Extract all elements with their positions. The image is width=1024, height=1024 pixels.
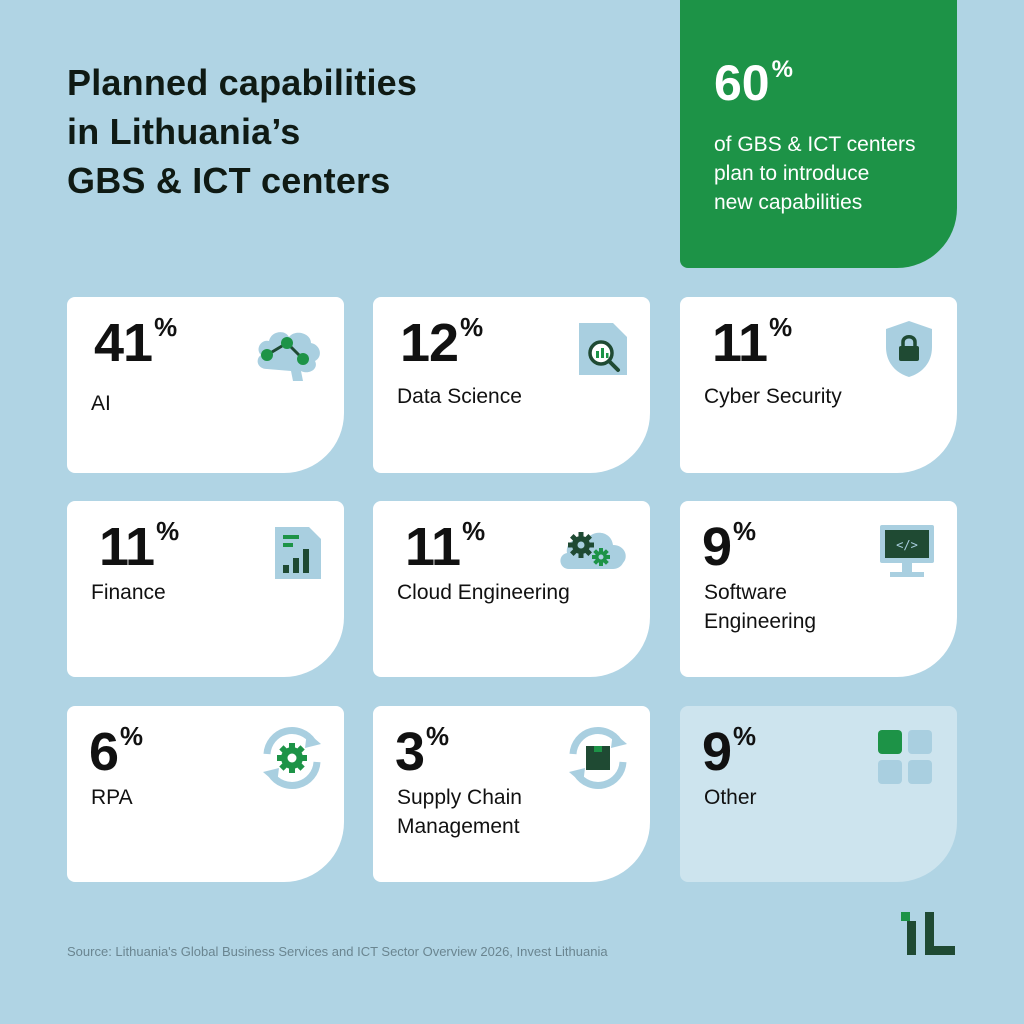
card-label-line: RPA [91, 786, 133, 809]
card-cloud-engineering: 11% Cloud Engineering [373, 501, 650, 677]
card-unit: % [460, 314, 483, 343]
card-percentage: 11% [405, 517, 485, 587]
page-title: Planned capabilities in Lithuania’s GBS … [67, 58, 497, 205]
box-cycle-icon [569, 727, 627, 789]
title-line-2: in Lithuania’s [67, 111, 301, 152]
card-unit: % [462, 518, 485, 547]
title-line-1: Planned capabilities [67, 62, 418, 103]
card-value: 9 [702, 722, 732, 782]
card-label: Supply Chain Management [397, 783, 522, 841]
card-cyber-security: 11% Cyber Security [680, 297, 957, 473]
card-percentage: 3% [395, 722, 449, 792]
card-label-line: Software [704, 581, 787, 604]
card-label-line: AI [91, 392, 111, 415]
card-label: RPA [91, 783, 133, 812]
cloud-gears-icon [560, 532, 626, 569]
document-magnifier-icon [579, 323, 627, 375]
card-label-line: Management [397, 815, 520, 838]
card-unit: % [769, 314, 792, 343]
card-ai: 41% AI [67, 297, 344, 473]
card-value: 11 [99, 517, 155, 577]
hero-text-line-1: of GBS & ICT centers [714, 133, 916, 156]
card-percentage: 41% [94, 313, 177, 383]
card-label: Finance [91, 578, 166, 607]
card-value: 11 [712, 313, 768, 373]
card-percentage: 6% [89, 722, 143, 792]
title-line-3: GBS & ICT centers [67, 160, 391, 201]
card-unit: % [120, 723, 143, 752]
report-chart-icon [275, 527, 321, 579]
hero-unit: % [771, 56, 793, 84]
hero-stat-panel: 60% of GBS & ICT centers plan to introdu… [680, 0, 957, 268]
card-value: 6 [89, 722, 119, 782]
card-rpa: 6% RPA [67, 706, 344, 882]
card-label-line: Cloud Engineering [397, 581, 570, 604]
invest-lithuania-logo-icon [901, 912, 955, 955]
card-label-line: Engineering [704, 610, 817, 633]
card-label-line: Supply Chain [397, 786, 522, 809]
card-value: 12 [400, 313, 459, 373]
card-percentage: 11% [712, 313, 792, 383]
hero-value: 60 [714, 55, 770, 111]
card-label: Cyber Security [704, 382, 842, 411]
card-supply-chain-management: 3% Supply Chain Management [373, 706, 650, 882]
card-label: Data Science [397, 382, 522, 411]
card-unit: % [426, 723, 449, 752]
hero-text-line-2: plan to introduce [714, 162, 870, 185]
card-percentage: 9% [702, 722, 756, 792]
card-unit: % [156, 518, 179, 547]
card-unit: % [733, 518, 756, 547]
card-value: 11 [405, 517, 461, 577]
card-percentage: 11% [99, 517, 179, 587]
hero-text-line-3: new capabilities [714, 191, 863, 214]
card-label: Software Engineering [704, 578, 816, 636]
grid-squares-icon [878, 730, 932, 784]
monitor-code-icon: </> [880, 525, 934, 577]
card-label-line: Data Science [397, 385, 522, 408]
shield-lock-icon [886, 321, 932, 377]
card-label-line: Cyber Security [704, 385, 842, 408]
hero-description: of GBS & ICT centers plan to introduce n… [714, 130, 954, 217]
card-value: 9 [702, 517, 732, 577]
card-value: 3 [395, 722, 425, 782]
brain-network-icon [257, 332, 320, 381]
card-percentage: 12% [400, 313, 483, 383]
card-label: Cloud Engineering [397, 578, 570, 607]
card-software-engineering: 9% Software Engineering </> [680, 501, 957, 677]
card-label-line: Finance [91, 581, 166, 604]
card-label-line: Other [704, 786, 757, 809]
hero-percentage: 60% [714, 56, 957, 120]
card-data-science: 12% Data Science [373, 297, 650, 473]
card-label: Other [704, 783, 757, 812]
gear-cycle-icon [263, 727, 321, 789]
source-note: Source: Lithuania's Global Business Serv… [67, 944, 608, 959]
card-finance: 11% Finance [67, 501, 344, 677]
card-other: 9% Other [680, 706, 957, 882]
svg-text:</>: </> [896, 538, 918, 552]
card-unit: % [733, 723, 756, 752]
card-label: AI [91, 389, 111, 418]
card-value: 41 [94, 313, 153, 373]
card-unit: % [154, 314, 177, 343]
card-percentage: 9% [702, 517, 756, 587]
